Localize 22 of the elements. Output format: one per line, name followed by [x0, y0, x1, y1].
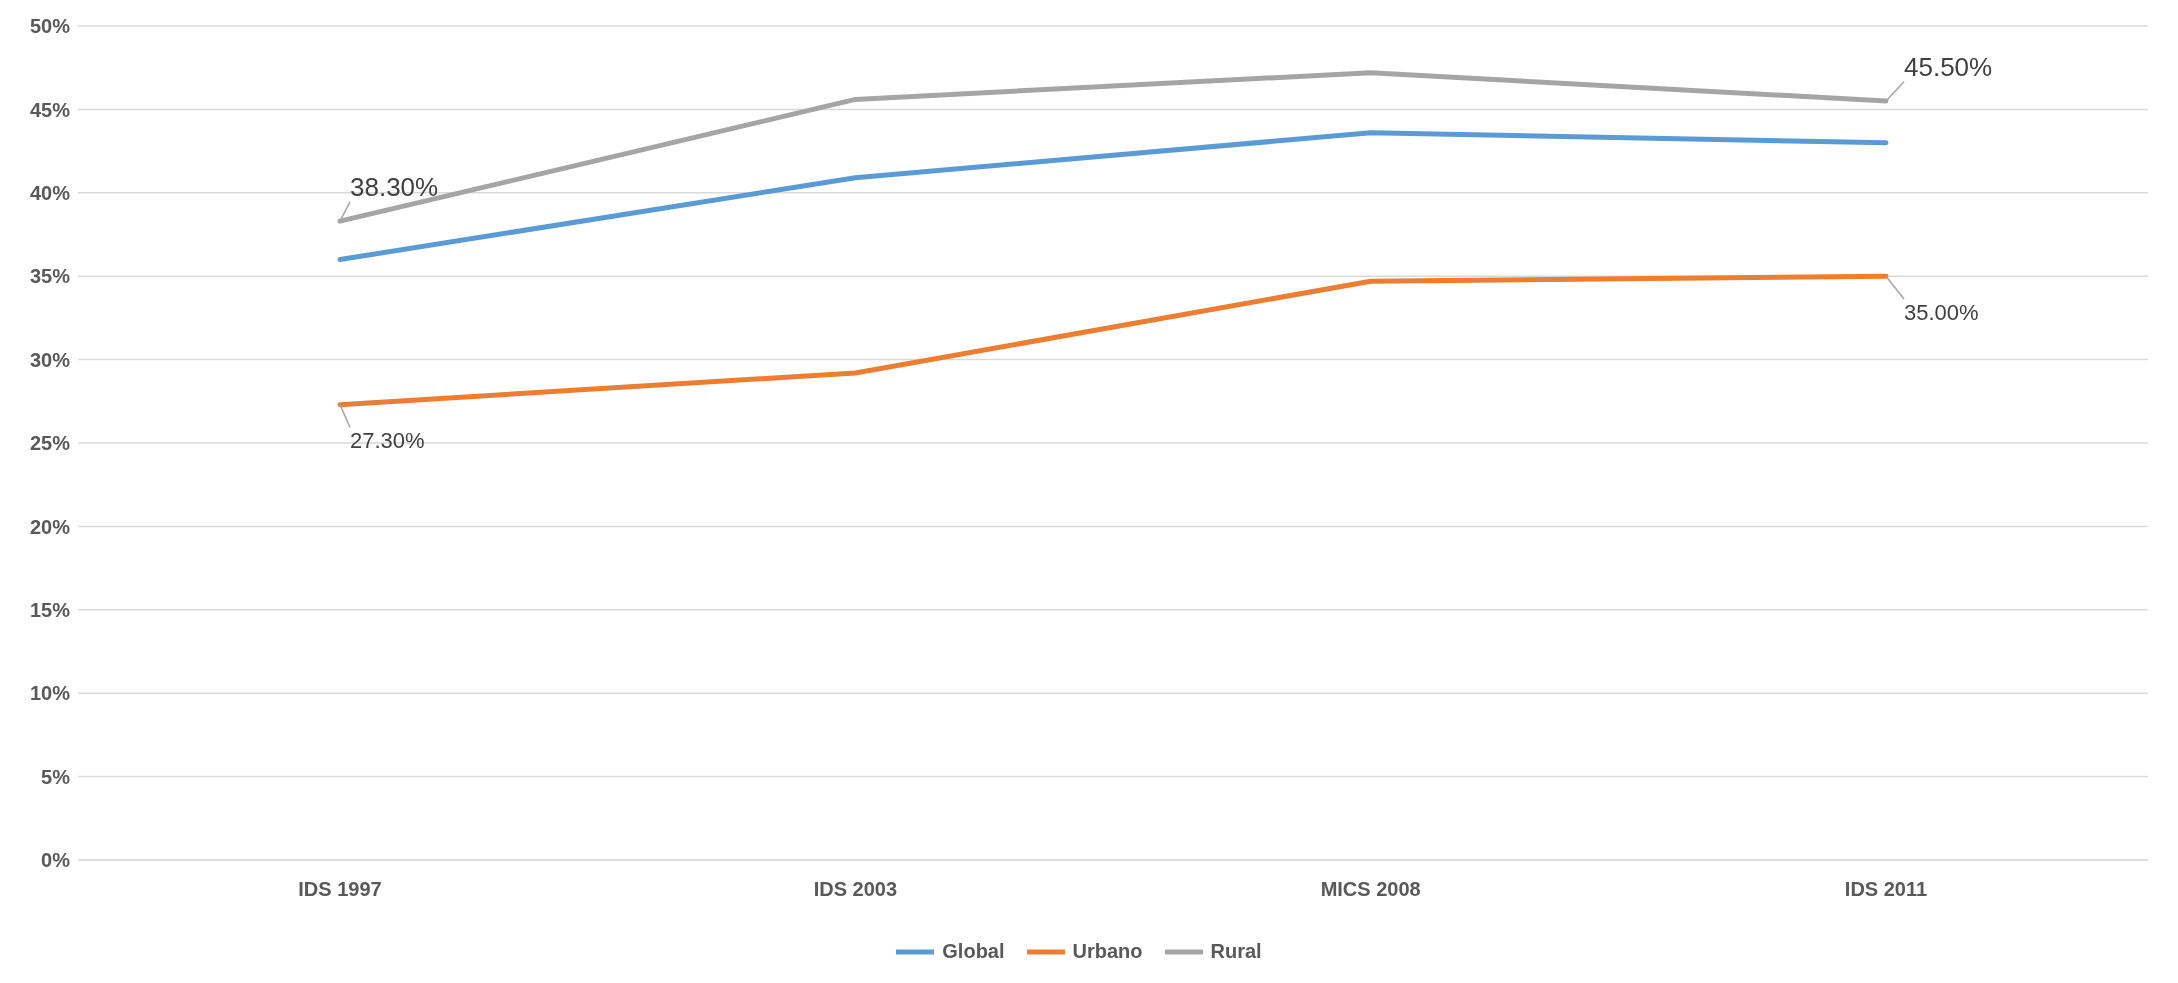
- y-tick-label: 0%: [41, 849, 71, 872]
- legend-label: Rural: [1209, 940, 1262, 963]
- y-tick-label: 25%: [29, 432, 71, 455]
- data-label: 45.50%: [1904, 51, 1993, 82]
- x-tick-label: IDS 2011: [1844, 878, 1928, 901]
- y-tick-label: 40%: [29, 181, 71, 204]
- data-label: 27.30%: [350, 428, 425, 454]
- data-label: 35.00%: [1904, 300, 1979, 326]
- legend-label: Urbano: [1071, 940, 1143, 963]
- y-tick-label: 15%: [29, 598, 71, 621]
- y-tick-label: 35%: [29, 265, 71, 288]
- y-tick-label: 20%: [29, 515, 71, 538]
- x-tick-label: MICS 2008: [1320, 878, 1421, 901]
- y-tick-label: 30%: [29, 348, 71, 371]
- x-tick-label: IDS 1997: [298, 878, 382, 901]
- y-tick-label: 50%: [29, 15, 71, 38]
- x-tick-label: IDS 2003: [813, 878, 898, 901]
- y-tick-label: 10%: [29, 682, 71, 705]
- legend-label: Global: [941, 940, 1005, 963]
- data-label: 38.30%: [350, 172, 439, 203]
- y-tick-label: 45%: [29, 98, 71, 121]
- y-tick-label: 5%: [41, 765, 71, 788]
